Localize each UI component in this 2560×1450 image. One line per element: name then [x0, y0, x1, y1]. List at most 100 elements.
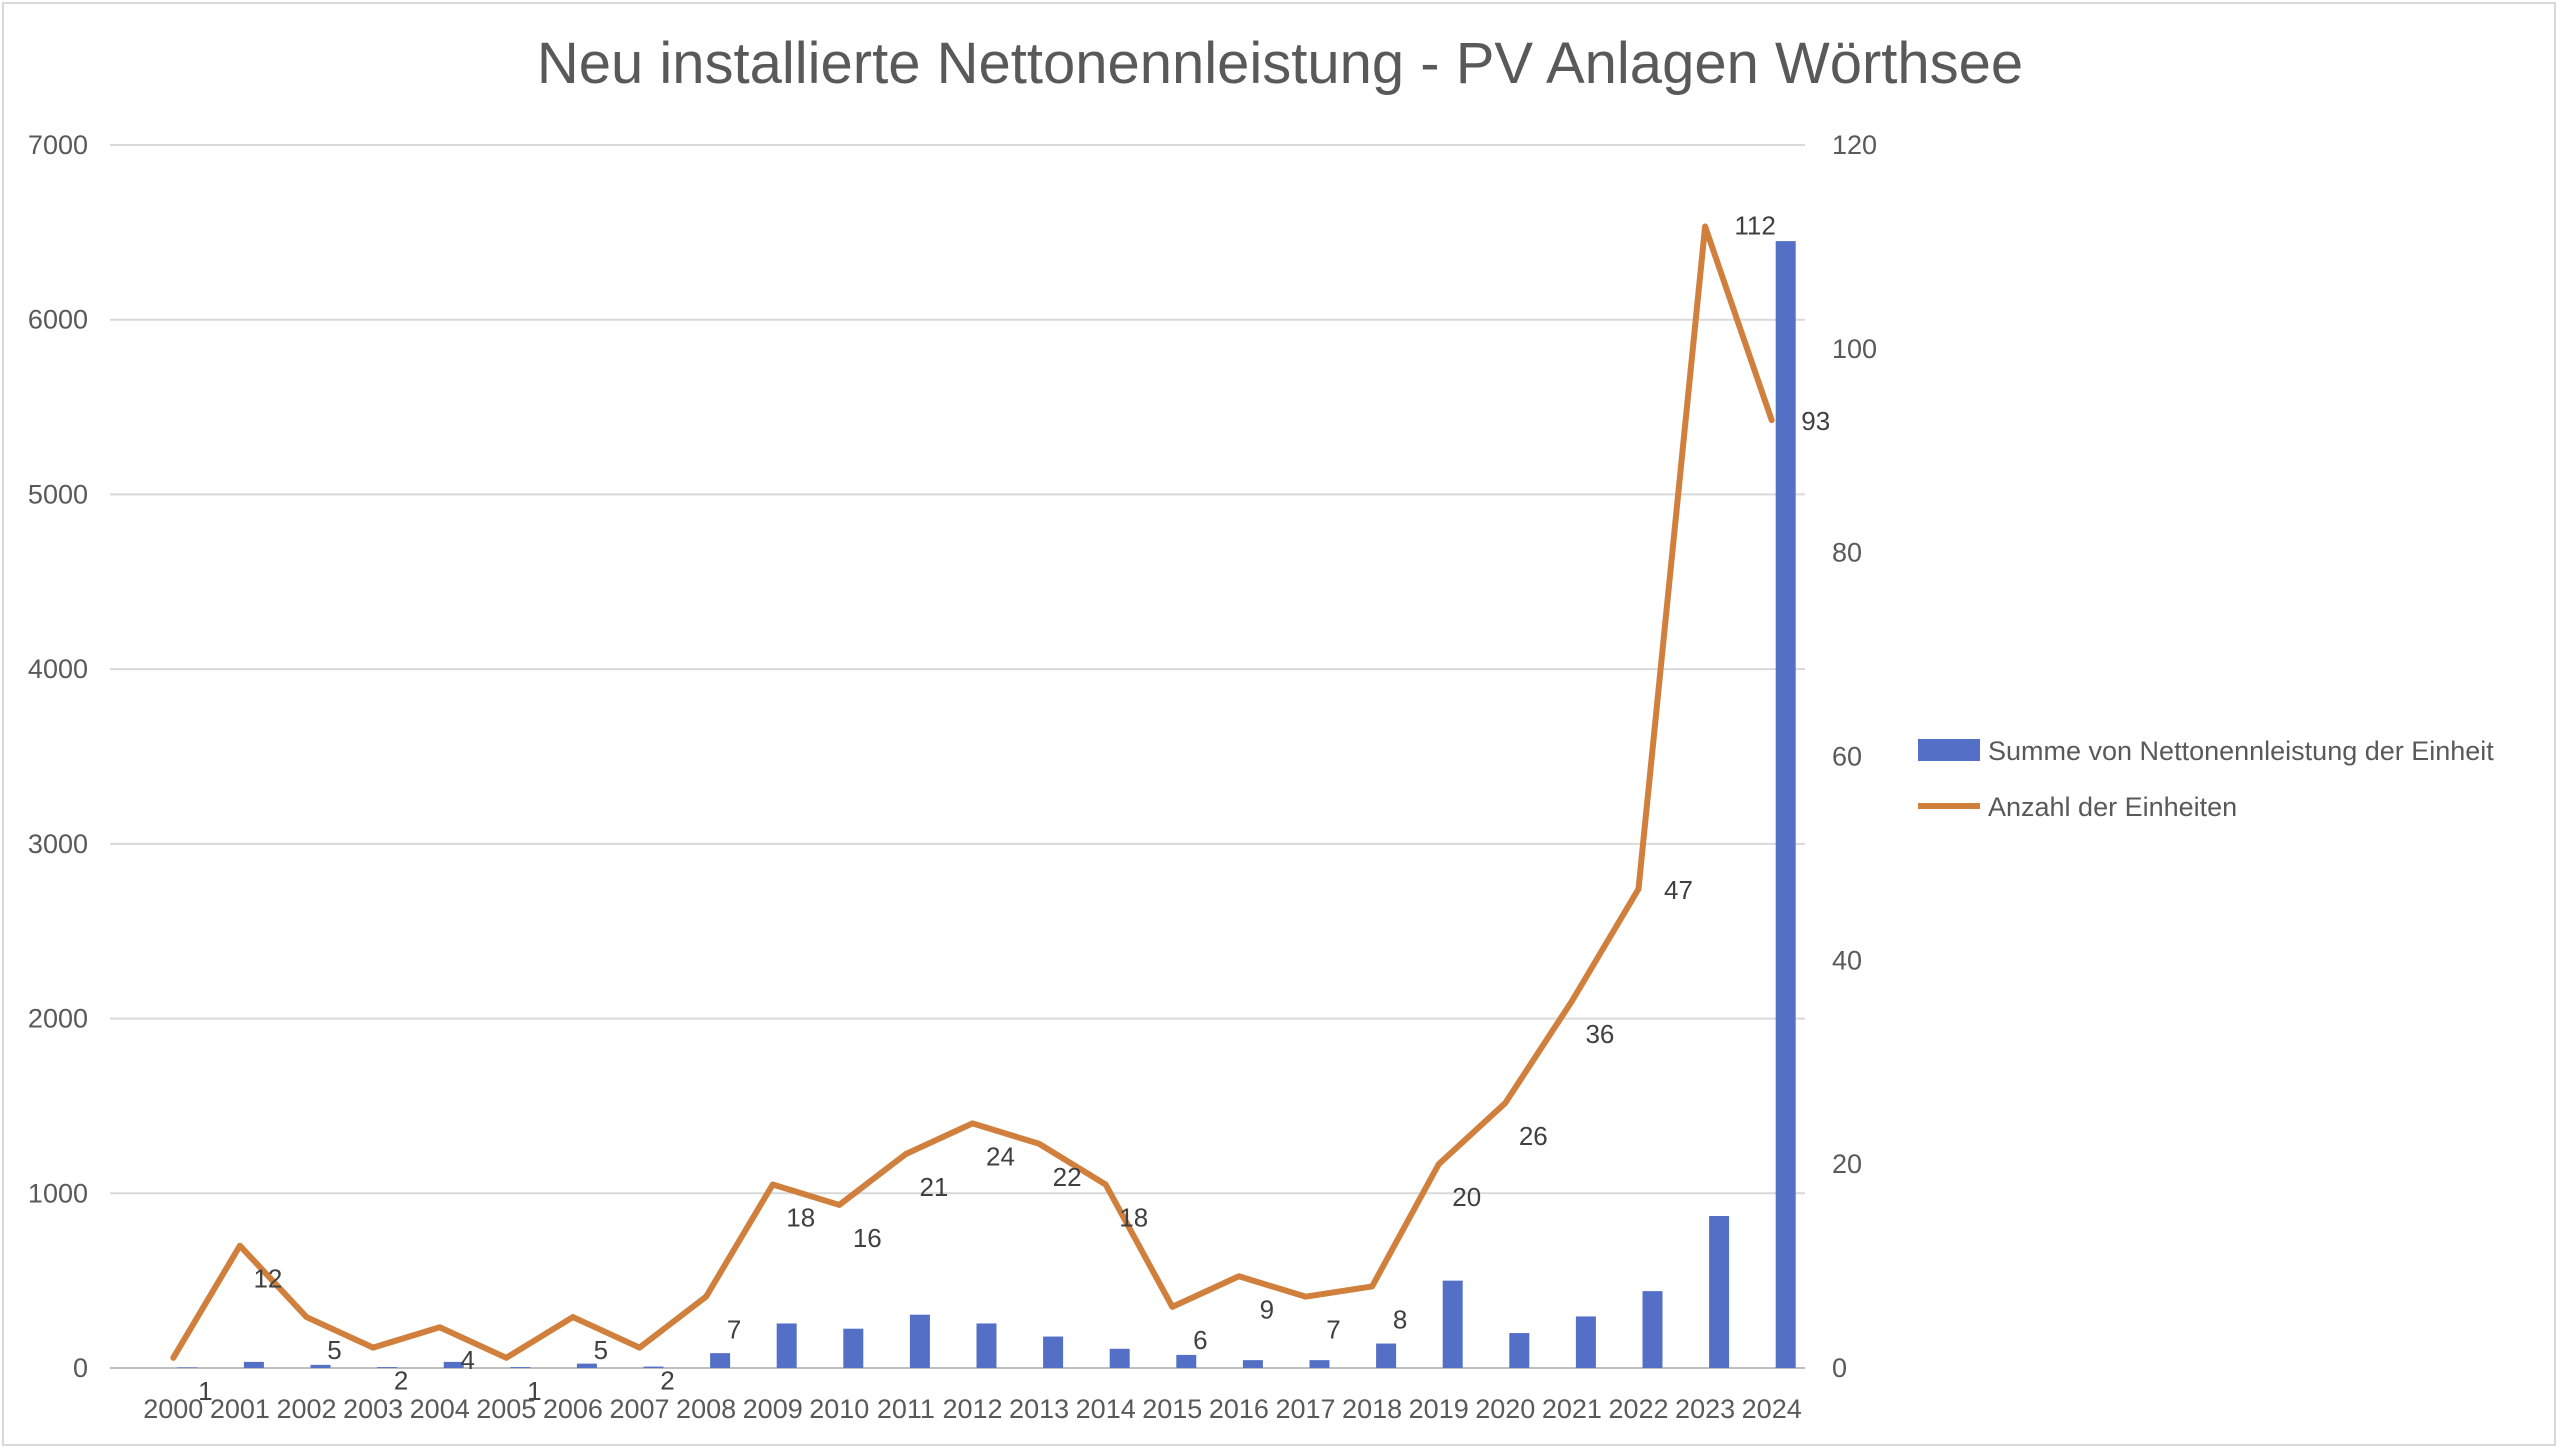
bar	[976, 1323, 997, 1368]
x-tick-label: 2018	[1342, 1394, 1402, 1424]
line-data-label: 20	[1452, 1182, 1481, 1212]
line-data-label: 5	[327, 1335, 341, 1365]
x-tick-label: 2022	[1608, 1394, 1668, 1424]
bar	[443, 1361, 464, 1368]
line-data-label: 7	[727, 1315, 741, 1345]
line-series	[170, 223, 1775, 1361]
line-data-label: 12	[253, 1264, 282, 1294]
y-left-tick-label: 3000	[28, 829, 88, 859]
bar	[1575, 1316, 1596, 1368]
bar	[1109, 1348, 1130, 1368]
bar	[1709, 1215, 1730, 1368]
bar	[1642, 1291, 1663, 1368]
line-data-label: 2	[394, 1366, 408, 1396]
x-tick-label: 2011	[877, 1394, 935, 1424]
x-tick-label: 2002	[276, 1394, 336, 1424]
bar	[643, 1366, 664, 1368]
bar	[1242, 1360, 1263, 1368]
line-data-label: 16	[853, 1223, 882, 1253]
bar	[909, 1314, 930, 1368]
y-right-tick-label: 120	[1832, 130, 1877, 160]
y-left-tick-label: 4000	[28, 654, 88, 684]
x-tick-label: 2007	[609, 1394, 669, 1424]
y-right-tick-label: 0	[1832, 1353, 1847, 1383]
line-data-label: 22	[1053, 1162, 1082, 1192]
x-tick-label: 2008	[676, 1394, 736, 1424]
x-tick-label: 2014	[1076, 1394, 1136, 1424]
bar	[310, 1364, 331, 1368]
line-data-label: 93	[1801, 406, 1830, 436]
bar	[510, 1367, 531, 1368]
line-data-label: 8	[1393, 1304, 1407, 1334]
y-right-tick-label: 60	[1832, 742, 1862, 772]
bar	[177, 1367, 198, 1368]
y-right-tick-label: 80	[1832, 538, 1862, 568]
line-data-label: 21	[919, 1172, 948, 1202]
x-tick-label: 2000	[143, 1394, 203, 1424]
x-tick-label: 2013	[1009, 1394, 1069, 1424]
y-left-tick-label: 7000	[28, 130, 88, 160]
y-left-tick-label: 0	[73, 1353, 88, 1383]
bar	[576, 1363, 597, 1368]
y-right-tick-label: 20	[1832, 1149, 1862, 1179]
x-tick-label: 2001	[210, 1394, 270, 1424]
x-tick-label: 2020	[1475, 1394, 1535, 1424]
line-data-label: 2	[660, 1366, 674, 1396]
line-data-label: 4	[460, 1345, 474, 1375]
line-data-label: 5	[594, 1335, 608, 1365]
gridlines	[110, 144, 1805, 1369]
chart-title: Neu installierte Nettonennleistung - PV …	[536, 31, 2024, 96]
y-left-tick-label: 2000	[28, 1004, 88, 1034]
bar-series	[177, 241, 1796, 1368]
bar	[1043, 1336, 1064, 1368]
bar	[1376, 1343, 1397, 1368]
y-right-tick-label: 100	[1832, 334, 1877, 364]
x-tick-label: 2017	[1275, 1394, 1335, 1424]
x-tick-label: 2019	[1409, 1394, 1469, 1424]
y-axis-right: 0 20 40 60 80 100 120	[1832, 130, 1877, 1383]
bar	[1442, 1280, 1463, 1368]
legend-line-label: Anzahl der Einheiten	[1988, 792, 2237, 822]
bar	[377, 1367, 398, 1368]
bar	[710, 1353, 731, 1368]
x-axis: 2000 2001 2002 2003 2004 2005 2006 2007 2008 2009…	[143, 1394, 1801, 1424]
line-data-label: 7	[1326, 1315, 1340, 1345]
legend-bar-swatch	[1918, 739, 1980, 761]
x-tick-label: 2024	[1742, 1394, 1802, 1424]
x-tick-label: 2015	[1142, 1394, 1202, 1424]
line-data-label: 1	[527, 1376, 541, 1406]
y-axis-left: 0 1000 2000 3000 4000 5000 6000 7000	[28, 130, 88, 1383]
x-tick-label: 2009	[743, 1394, 803, 1424]
line-data-label: 9	[1260, 1294, 1274, 1324]
x-tick-label: 2016	[1209, 1394, 1269, 1424]
line-data-label: 36	[1585, 1019, 1614, 1049]
x-tick-label: 2006	[543, 1394, 603, 1424]
line-data-label: 18	[786, 1203, 815, 1233]
bar	[1775, 241, 1796, 1368]
y-left-tick-label: 5000	[28, 479, 88, 509]
line-data-label: 18	[1119, 1203, 1148, 1233]
line-data-label: 112	[1734, 211, 1775, 241]
bar	[843, 1328, 864, 1368]
x-tick-label: 2021	[1542, 1394, 1602, 1424]
x-tick-label: 2005	[476, 1394, 536, 1424]
y-left-tick-label: 6000	[28, 305, 88, 335]
line-data-label: 24	[986, 1141, 1015, 1171]
x-tick-label: 2003	[343, 1394, 403, 1424]
legend-bar-label: Summe von Nettonennleistung der Einheit	[1988, 736, 2494, 766]
x-tick-label: 2023	[1675, 1394, 1735, 1424]
line-data-label: 47	[1664, 875, 1693, 905]
legend: Summe von Nettonennleistung der Einheit A…	[1918, 736, 2494, 822]
bar	[1176, 1354, 1197, 1368]
line-data-label: 6	[1193, 1325, 1207, 1355]
bar	[243, 1361, 264, 1368]
x-tick-label: 2004	[410, 1394, 470, 1424]
bar	[1509, 1333, 1530, 1368]
x-tick-label: 2010	[809, 1394, 869, 1424]
y-right-tick-label: 40	[1832, 945, 1862, 975]
line-data-label: 1	[198, 1376, 212, 1406]
x-tick-label: 2012	[942, 1394, 1002, 1424]
